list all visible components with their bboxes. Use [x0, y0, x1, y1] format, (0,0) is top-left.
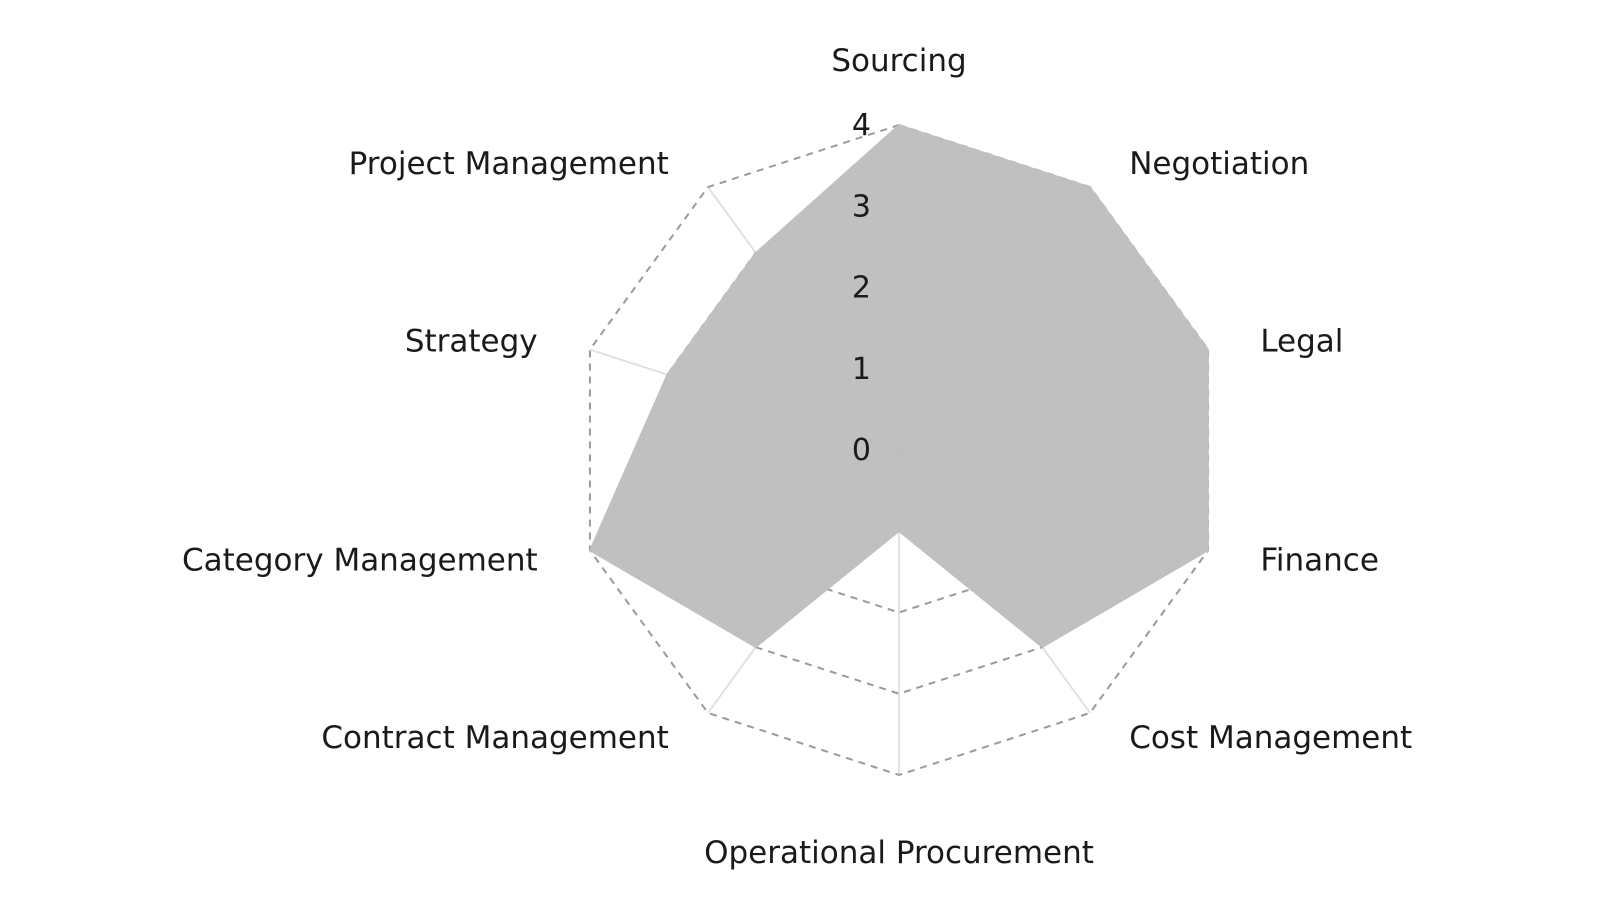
grid-ring-4	[588, 123, 1210, 777]
data-area-layer	[588, 124, 1209, 649]
axis-label-finance: Finance	[1260, 543, 1379, 579]
data-area	[588, 124, 1209, 649]
tick-labels-layer: 0 1 2 3 4	[852, 108, 871, 468]
axis-labels-layer: Sourcing Negotiation Legal Finance Cost Mana…	[182, 43, 1412, 871]
axis-label-project-management: Project Management	[349, 146, 669, 182]
tick-label-1: 1	[852, 352, 871, 387]
tick-label-3: 3	[852, 189, 871, 224]
spoke-legal	[898, 348, 1209, 451]
axis-label-negotiation: Negotiation	[1129, 146, 1309, 182]
tick-label-0: 0	[852, 433, 871, 468]
spoke-contract-management	[707, 449, 900, 714]
axis-label-strategy: Strategy	[405, 323, 538, 359]
spokes-layer	[589, 125, 1209, 775]
axis-label-category-management: Category Management	[182, 543, 538, 579]
spoke-project-management	[707, 186, 900, 451]
tick-label-4: 4	[852, 108, 871, 143]
axis-label-cost-management: Cost Management	[1129, 720, 1412, 756]
spoke-finance	[898, 449, 1209, 552]
tick-label-2: 2	[852, 271, 871, 306]
spoke-negotiation	[898, 186, 1091, 451]
axis-label-contract-management: Contract Management	[321, 720, 668, 756]
spoke-category-management	[589, 449, 900, 552]
axis-label-sourcing: Sourcing	[831, 43, 966, 79]
spoke-strategy	[589, 348, 900, 451]
axis-label-legal: Legal	[1260, 323, 1343, 359]
spoke-cost-management	[898, 449, 1091, 714]
axis-label-operational-procurement: Operational Procurement	[704, 835, 1094, 871]
